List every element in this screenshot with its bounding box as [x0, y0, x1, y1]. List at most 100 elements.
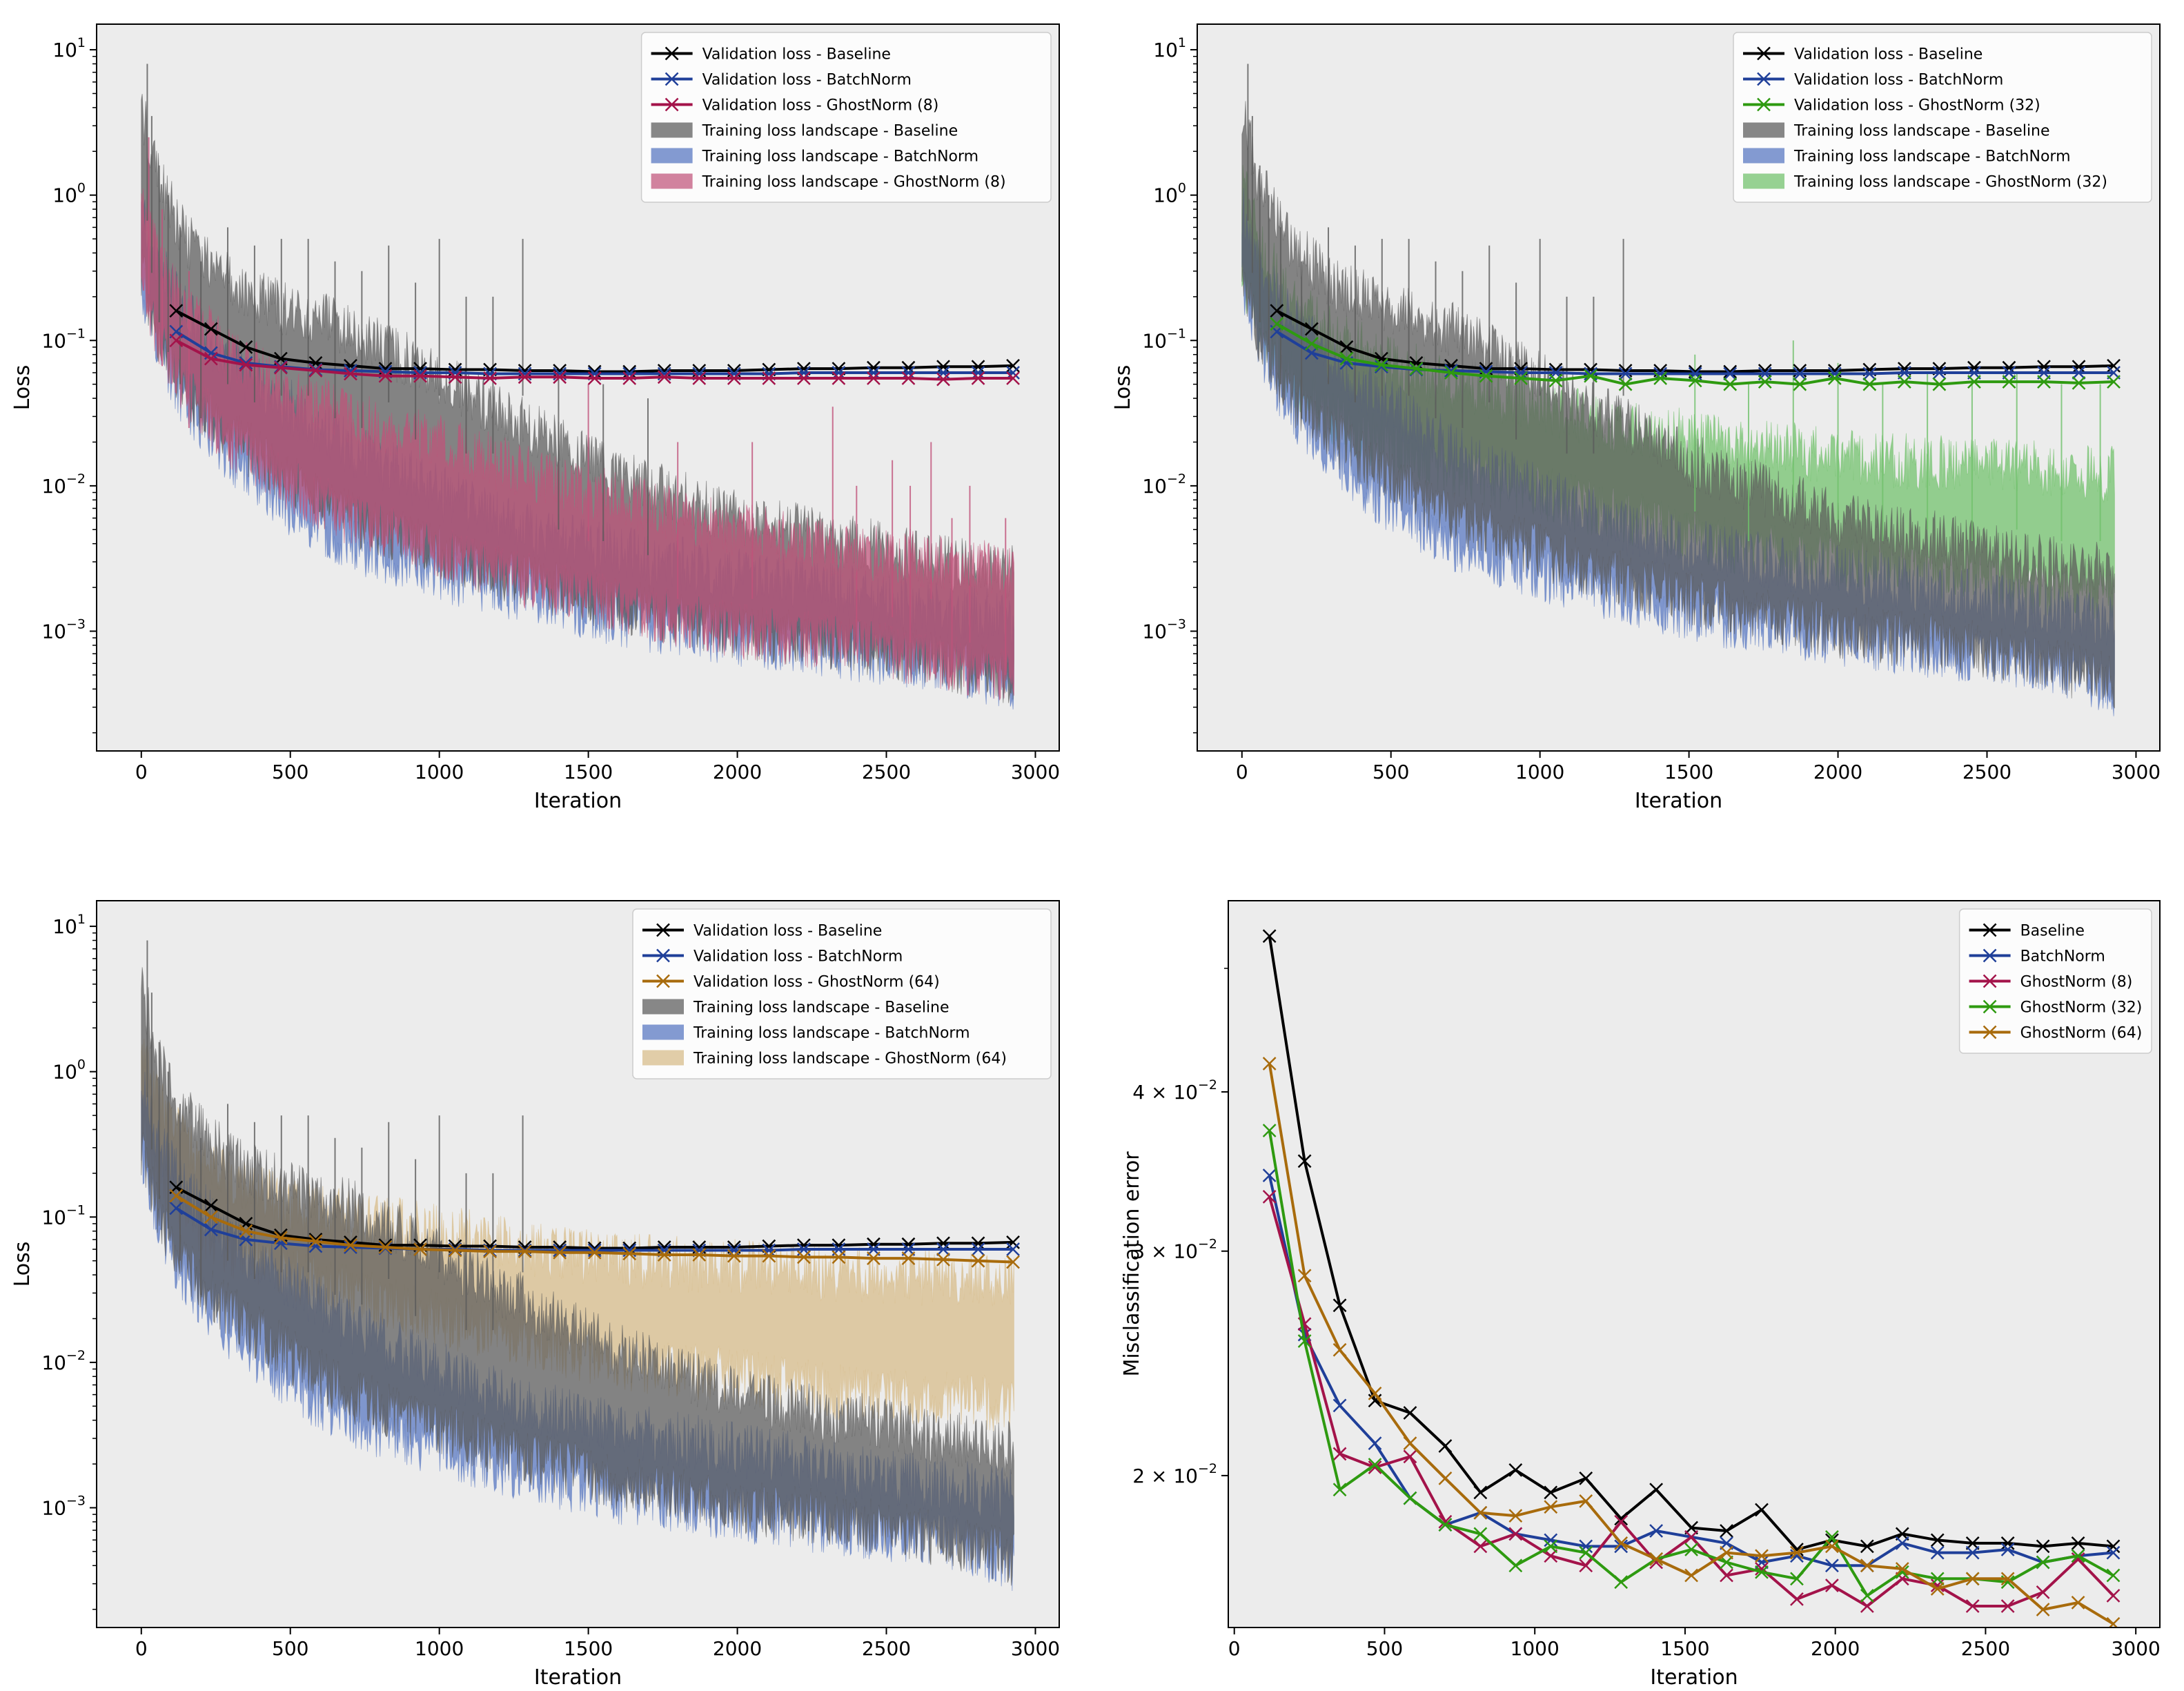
data-point-marker: [1895, 1562, 1909, 1576]
data-point-marker: [1860, 1558, 1874, 1573]
data-point-marker: [1508, 1527, 1523, 1541]
axes-frame: [1197, 23, 2161, 752]
data-point-marker: [169, 304, 184, 318]
legend-label: Training loss landscape - GhostNorm (8): [702, 174, 1006, 191]
series-ghostnorm-64: [1262, 1057, 2121, 1628]
data-point-marker: [2071, 1596, 2085, 1610]
data-point-marker: [1403, 1491, 1417, 1505]
data-point-marker: [1332, 1447, 1347, 1461]
x-tick-label: 2000: [713, 1637, 762, 1660]
y-tick-label: 101: [52, 35, 86, 61]
data-point-marker: [2071, 1552, 2085, 1566]
x-tick-label: 1000: [415, 1637, 464, 1660]
series-validation-loss-ghostnorm-8: [169, 333, 1020, 387]
x-tick-label: 1000: [1511, 1637, 1560, 1660]
data-point-marker: [1688, 373, 1702, 388]
legend-label: GhostNorm (32): [2020, 999, 2143, 1017]
data-point-marker: [1262, 1189, 1277, 1204]
legend-item: GhostNorm (64): [1969, 1025, 2142, 1042]
data-point-marker: [692, 1248, 707, 1262]
data-point-marker: [2002, 375, 2016, 389]
legend-item: Training loss landscape - BatchNorm: [642, 1024, 970, 1042]
x-axis-label: Iteration: [1650, 1665, 1738, 1690]
series-validation-loss-ghostnorm-32: [1270, 317, 2121, 391]
data-point-marker: [2072, 375, 2086, 390]
data-point-marker: [1862, 377, 1877, 391]
data-point-marker: [1332, 1298, 1347, 1313]
data-point-marker: [553, 1243, 567, 1258]
data-point-marker: [1297, 1334, 1312, 1348]
data-point-marker: [727, 1249, 741, 1263]
legend-label: Baseline: [2020, 923, 2085, 940]
data-point-marker: [308, 1233, 323, 1247]
data-point-marker: [448, 1243, 462, 1258]
chart-top-left: 0 500 1000 1500 2000 2500 3000 10−3 10−2 10−1 100 1…: [10, 23, 1060, 813]
data-point-marker: [2000, 1599, 2015, 1613]
y-tick-label: 4 × 10−2: [1132, 1077, 1217, 1104]
x-tick-label: 0: [135, 1637, 148, 1660]
y-tick-label: 10−3: [41, 616, 86, 643]
data-point-marker: [518, 1244, 532, 1258]
data-point-marker: [587, 371, 602, 385]
data-point-marker: [1649, 1524, 1664, 1538]
data-point-marker: [1688, 366, 1702, 381]
x-tick-label: 500: [1366, 1637, 1403, 1660]
legend-item: Validation loss - BatchNorm: [642, 948, 903, 966]
plot-content: [141, 63, 1020, 710]
legend-label: Training loss landscape - BatchNorm: [702, 148, 979, 166]
data-point-marker: [1270, 304, 1284, 318]
data-point-marker: [971, 1236, 985, 1251]
y-tick-label: 10−2: [1142, 471, 1186, 498]
legend-marker: [1983, 999, 1997, 1014]
data-point-marker: [2106, 1545, 2121, 1560]
data-point-marker: [587, 1243, 602, 1258]
y-tick-label: 10−1: [41, 326, 86, 352]
data-point-marker: [448, 370, 462, 384]
data-point-marker: [1473, 1505, 1488, 1520]
data-point-marker: [1006, 359, 1020, 373]
data-point-marker: [1930, 1533, 1945, 1547]
legend-item: Training loss landscape - Baseline: [642, 999, 950, 1017]
legend-patch-swatch: [651, 173, 693, 189]
legend-patch-swatch: [1743, 173, 1784, 189]
data-point-marker: [1723, 364, 1738, 379]
legend-label: Validation loss - Baseline: [702, 46, 891, 63]
legend-item: GhostNorm (8): [1969, 974, 2132, 991]
legend-marker: [1983, 923, 1997, 937]
data-point-marker: [1895, 1536, 1909, 1550]
data-point-marker: [1793, 366, 1807, 381]
data-point-marker: [1270, 317, 1284, 331]
legend-marker: [665, 72, 679, 86]
data-point-marker: [867, 371, 881, 385]
data-point-marker: [1584, 369, 1597, 383]
data-point-marker: [239, 356, 253, 370]
legend-item: Training loss landscape - Baseline: [651, 122, 958, 140]
legend-item: Training loss landscape - BatchNorm: [1743, 148, 2071, 166]
legend-item: Validation loss - BatchNorm: [651, 72, 912, 89]
band-training-loss-landscape-ghostnorm-8: [141, 188, 1014, 701]
data-point-marker: [2000, 1543, 2015, 1556]
legend-item: Validation loss - GhostNorm (32): [1743, 97, 2040, 115]
data-point-marker: [1967, 375, 1981, 389]
legend-box: [640, 32, 1052, 203]
data-point-marker: [1508, 1463, 1523, 1477]
data-point-marker: [1479, 369, 1493, 383]
data-point-marker: [587, 364, 602, 379]
data-point-marker: [657, 1248, 671, 1262]
data-point-marker: [1614, 1512, 1629, 1526]
data-point-marker: [1649, 1552, 1664, 1566]
data-point-marker: [1473, 1539, 1488, 1554]
data-point-marker: [204, 1222, 218, 1237]
data-point-marker: [1544, 1549, 1558, 1563]
data-point-marker: [483, 371, 497, 385]
data-point-marker: [1332, 1342, 1347, 1357]
data-point-marker: [762, 1249, 776, 1263]
data-point-marker: [1544, 1485, 1558, 1500]
legend-marker: [1757, 72, 1771, 86]
data-point-marker: [1006, 1235, 1020, 1249]
legend-marker: [1983, 948, 1997, 963]
legend-patch-swatch: [1743, 122, 1784, 138]
data-point-marker: [657, 370, 671, 384]
legend-label: Validation loss - BatchNorm: [1794, 72, 2003, 89]
axes-frame: [96, 23, 1060, 752]
